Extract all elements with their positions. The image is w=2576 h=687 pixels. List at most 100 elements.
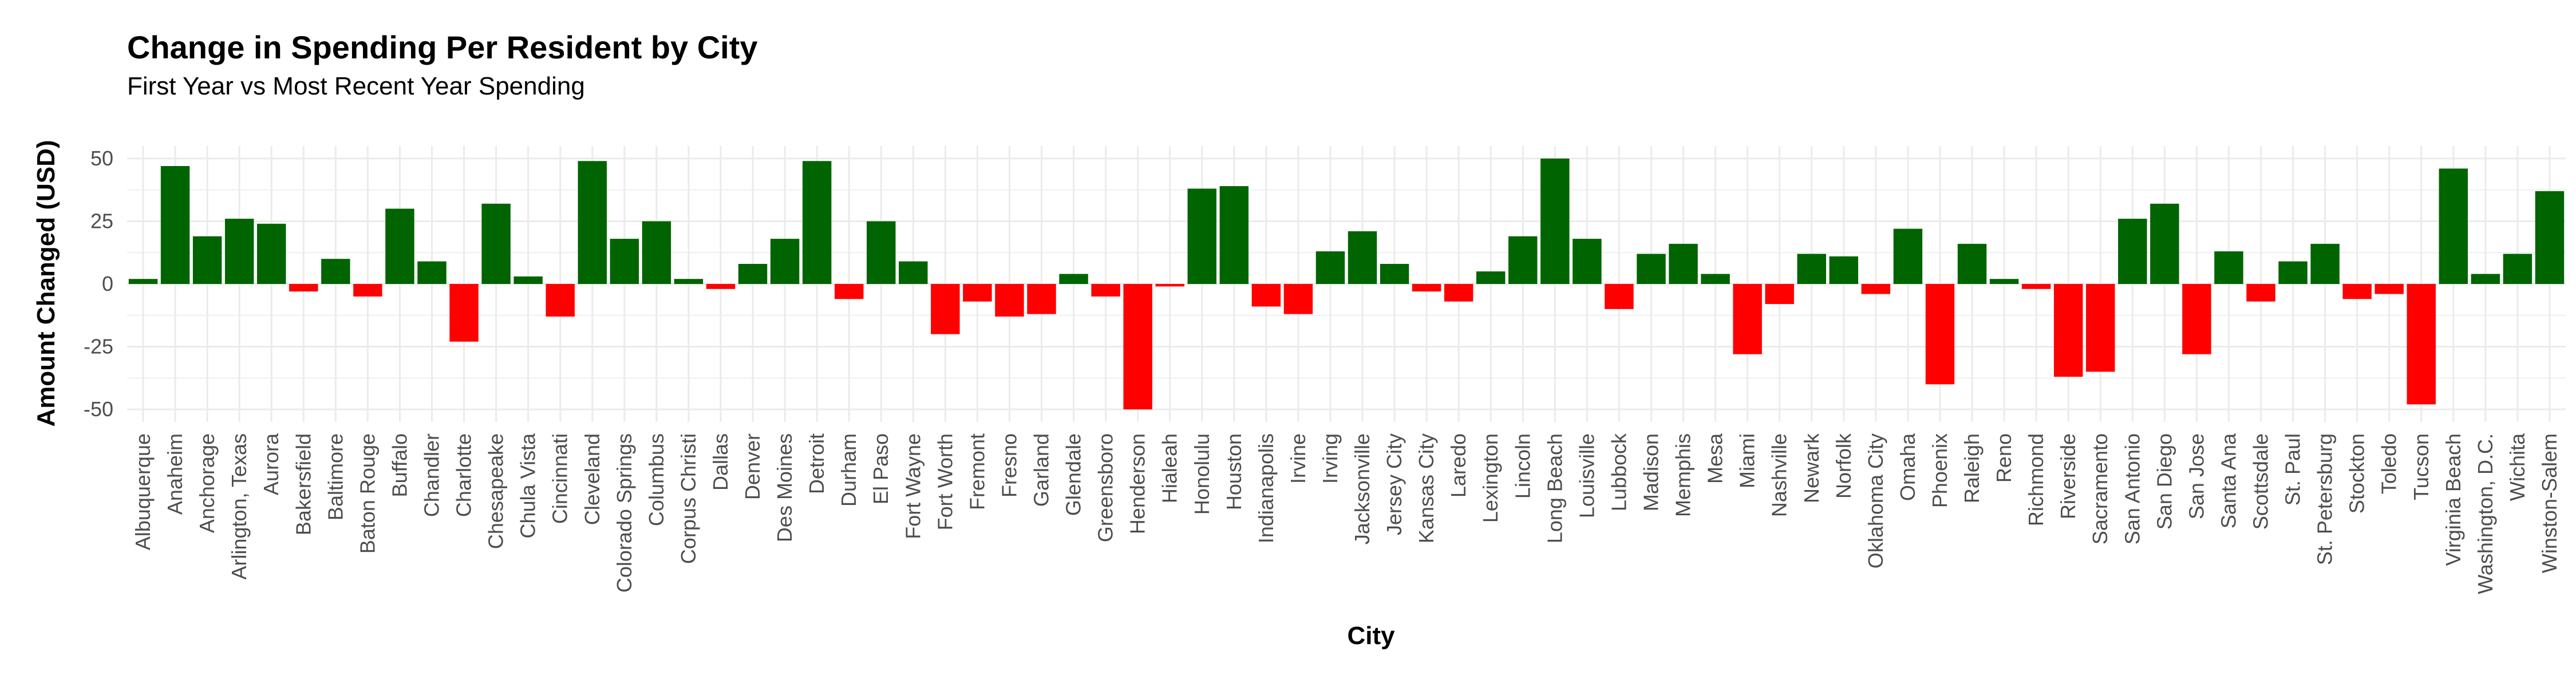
x-tick-label: Lincoln	[1511, 433, 1534, 499]
bar-san-antonio	[2118, 219, 2147, 284]
bar-fort-worth	[931, 284, 960, 334]
bar-phoenix	[1925, 284, 1955, 385]
x-tick-label: Hialeah	[1158, 433, 1182, 503]
bar-santa-ana	[2214, 251, 2243, 284]
x-tick-label: Cincinnati	[548, 433, 572, 524]
bar-washington-d-c	[2471, 274, 2500, 284]
x-tick-label: Nashville	[1768, 433, 1791, 517]
bar-buffalo	[385, 208, 414, 284]
y-tick-label: 50	[90, 147, 113, 170]
x-tick-label: Chesapeake	[484, 433, 508, 549]
y-axis-title: Amount Changed (USD)	[32, 140, 60, 427]
x-tick-label: Garland	[1030, 433, 1053, 507]
bar-irving	[1315, 251, 1345, 284]
x-tick-label: Oklahoma City	[1864, 433, 1887, 568]
x-tick-label: El Paso	[869, 433, 892, 504]
bar-fresno	[995, 284, 1024, 317]
bar-garland	[1027, 284, 1056, 314]
x-tick-label: Norfolk	[1832, 433, 1855, 499]
bar-sacramento	[2086, 284, 2115, 372]
x-tick-label: Greensboro	[1094, 433, 1117, 542]
x-tick-label: Reno	[1992, 433, 2016, 483]
x-tick-label: Albuquerque	[131, 433, 155, 550]
bar-denver	[738, 263, 768, 284]
x-tick-label: Wichita	[2506, 433, 2529, 501]
bar-louisville	[1573, 239, 1602, 284]
bar-chandler	[417, 261, 447, 284]
x-tick-label: Richmond	[2024, 433, 2048, 526]
x-tick-label: Corpus Christi	[677, 433, 700, 564]
bar-charlotte	[449, 284, 479, 342]
bars	[128, 158, 2565, 410]
x-tick-label: St. Paul	[2281, 433, 2305, 506]
x-tick-label: San Diego	[2152, 433, 2176, 530]
x-tick-label: Houston	[1222, 433, 1246, 510]
bar-madison	[1637, 254, 1666, 284]
x-tick-label: Kansas City	[1415, 433, 1438, 543]
bar-greensboro	[1091, 284, 1120, 297]
bar-virginia-beach	[2439, 168, 2468, 284]
bar-columbus	[642, 221, 671, 284]
bar-chula-vista	[513, 276, 543, 284]
x-tick-label: Newark	[1800, 433, 1823, 503]
bar-anchorage	[192, 236, 222, 284]
x-tick-label: Riverside	[2056, 433, 2080, 519]
x-tick-label: Baton Rouge	[355, 433, 379, 554]
bar-nashville	[1765, 284, 1794, 305]
x-tick-label: Anaheim	[163, 433, 187, 515]
chart-subtitle: First Year vs Most Recent Year Spending	[127, 72, 585, 100]
bar-des-moines	[770, 239, 800, 284]
x-tick-label: San Jose	[2184, 433, 2208, 519]
x-tick-label: Bakersfield	[291, 433, 315, 535]
x-tick-label: Mesa	[1704, 433, 1727, 484]
x-tick-label: Columbus	[645, 433, 668, 526]
x-tick-label: Colorado Springs	[613, 433, 636, 593]
bar-winston-salem	[2535, 191, 2565, 284]
x-tick-label: Fort Wayne	[901, 433, 924, 539]
x-tick-label: Jersey City	[1382, 433, 1406, 535]
x-tick-label: Lubbock	[1607, 433, 1630, 511]
bar-el-paso	[867, 221, 896, 284]
bar-indianapolis	[1251, 284, 1281, 307]
bar-baton-rouge	[353, 284, 382, 297]
x-tick-label: Raleigh	[1960, 433, 1984, 503]
bar-bakersfield	[289, 284, 318, 292]
x-axis-title: City	[1347, 622, 1395, 650]
x-tick-label: Aurora	[259, 433, 283, 495]
x-axis-ticks: Albuquerque Anaheim Anchorage Arlington, Te…	[131, 433, 2561, 594]
x-tick-label: Scottsdale	[2249, 433, 2273, 530]
x-tick-label: Fort Worth	[933, 433, 957, 530]
bar-cincinnati	[546, 284, 575, 317]
bar-st-petersburg	[2310, 243, 2340, 284]
x-tick-label: Washington, D.C.	[2474, 433, 2497, 594]
y-tick-label: 25	[90, 209, 113, 232]
x-tick-label: Miami	[1736, 433, 1759, 488]
y-tick-label: -25	[84, 335, 113, 358]
x-tick-label: Laredo	[1447, 433, 1470, 498]
x-tick-label: Detroit	[805, 433, 828, 494]
bar-san-jose	[2182, 284, 2211, 354]
bar-memphis	[1669, 243, 1698, 284]
bar-chesapeake	[481, 203, 511, 284]
y-tick-label: -50	[84, 397, 113, 421]
bar-san-diego	[2150, 203, 2179, 284]
bar-stockton	[2342, 284, 2372, 299]
bar-aurora	[257, 223, 286, 284]
x-tick-label: Phoenix	[1928, 433, 1951, 508]
x-tick-label: Des Moines	[773, 433, 796, 542]
x-tick-label: Virginia Beach	[2441, 433, 2465, 566]
bar-miami	[1733, 284, 1762, 354]
x-tick-label: Baltimore	[323, 433, 347, 520]
bar-scottsdale	[2246, 284, 2275, 302]
x-tick-label: Denver	[741, 433, 764, 500]
bar-raleigh	[1957, 243, 1987, 284]
bar-anaheim	[160, 166, 190, 284]
x-tick-label: Winston-Salem	[2538, 433, 2561, 573]
x-tick-label: Sacramento	[2088, 433, 2112, 544]
bar-mesa	[1701, 274, 1730, 284]
x-tick-label: Fremont	[965, 433, 989, 510]
bar-corpus-christi	[674, 279, 704, 284]
bar-glendale	[1059, 274, 1088, 284]
bar-wichita	[2503, 254, 2532, 284]
